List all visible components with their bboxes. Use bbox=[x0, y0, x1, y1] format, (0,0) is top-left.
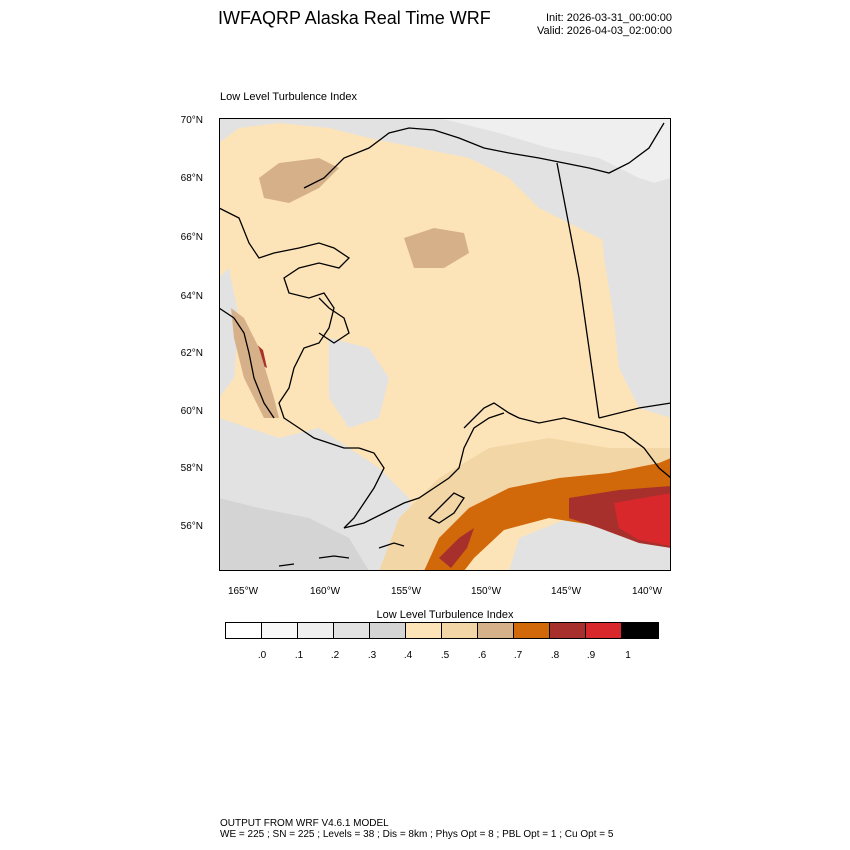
field-red-core bbox=[614, 493, 671, 546]
coastlines bbox=[219, 122, 671, 567]
colorbar-box bbox=[442, 623, 478, 638]
colorbar-box bbox=[370, 623, 406, 638]
footer-line-2: WE = 225 ; SN = 225 ; Levels = 38 ; Dis … bbox=[220, 829, 614, 840]
field-gray-interior bbox=[329, 338, 389, 428]
colorbar-box bbox=[298, 623, 334, 638]
lon-label-150: 150°W bbox=[470, 586, 502, 597]
field-tan-north bbox=[259, 158, 339, 203]
turbulence-map bbox=[219, 118, 671, 571]
coast-gulf bbox=[518, 417, 671, 479]
colorbar-box bbox=[514, 623, 550, 638]
lat-label-68: 68°N bbox=[180, 173, 203, 184]
colorbar-tick-label: .8 bbox=[550, 650, 560, 661]
field-gray-north-light bbox=[439, 118, 671, 188]
lat-label-64: 64°N bbox=[180, 291, 203, 302]
coast-norton bbox=[318, 297, 350, 344]
colorbar-box bbox=[478, 623, 514, 638]
colorbar-title: Low Level Turbulence Index bbox=[376, 609, 514, 621]
map-svg bbox=[219, 118, 671, 571]
lon-label-155: 155°W bbox=[390, 586, 422, 597]
coast-west bbox=[219, 207, 359, 449]
lon-label-160: 160°W bbox=[309, 586, 341, 597]
field-tan-west bbox=[231, 308, 279, 418]
colorbar-box bbox=[262, 623, 298, 638]
run-info: Init: 2026-03-31_00:00:00 Valid: 2026-04… bbox=[480, 12, 672, 38]
colorbar-tick-label: .1 bbox=[294, 650, 304, 661]
lat-label-70: 70°N bbox=[180, 115, 203, 126]
colorbar-tick-label: .6 bbox=[477, 650, 487, 661]
lat-label-58: 58°N bbox=[180, 463, 203, 474]
colorbar-box bbox=[334, 623, 370, 638]
colorbar-tick-label: .4 bbox=[403, 650, 413, 661]
field-gray-west bbox=[219, 268, 239, 398]
map-border bbox=[219, 118, 671, 571]
chart-title: IWFAQRP Alaska Real Time WRF bbox=[218, 8, 491, 28]
lat-label-56: 56°N bbox=[180, 521, 203, 532]
coast-islands bbox=[278, 542, 405, 567]
border-panhandle bbox=[598, 402, 671, 419]
lat-label-62: 62°N bbox=[180, 348, 203, 359]
coast-cook-inlet bbox=[463, 402, 520, 429]
field-gray-north bbox=[219, 118, 671, 288]
coast-arctic bbox=[303, 122, 665, 189]
colorbar-tick-label: .0 bbox=[257, 650, 267, 661]
field-darkred-spot bbox=[439, 528, 474, 568]
footer-line-1: OUTPUT FROM WRF V4.6.1 MODEL bbox=[220, 818, 389, 829]
init-time: Init: 2026-03-31_00:00:00 bbox=[546, 12, 672, 24]
coast-bristol bbox=[343, 447, 385, 529]
colorbar-box bbox=[226, 623, 262, 638]
colorbar-tick-label: .9 bbox=[586, 650, 596, 661]
field-orange-band bbox=[424, 458, 671, 571]
coast-yukon-delta bbox=[219, 307, 275, 419]
valid-time: Valid: 2026-04-03_02:00:00 bbox=[537, 25, 672, 37]
colorbar-box bbox=[550, 623, 586, 638]
colorbar-box bbox=[586, 623, 622, 638]
colorbar-tick-label: .7 bbox=[513, 650, 523, 661]
field-gray-east bbox=[599, 178, 671, 418]
lon-label-140: 140°W bbox=[631, 586, 663, 597]
field-gray-lower-light bbox=[219, 498, 369, 571]
model-footer: OUTPUT FROM WRF V4.6.1 MODEL WE = 225 ; … bbox=[220, 818, 613, 840]
coast-peninsula bbox=[343, 412, 505, 529]
colorbar-tick-label: .3 bbox=[367, 650, 377, 661]
colorbar bbox=[225, 622, 659, 639]
colorbar-tick-label: .5 bbox=[440, 650, 450, 661]
panel-title: Low Level Turbulence Index bbox=[220, 91, 357, 103]
lat-label-66: 66°N bbox=[180, 232, 203, 243]
colorbar-tick-label: .2 bbox=[330, 650, 340, 661]
field-tan-interior bbox=[404, 228, 469, 268]
colorbar-box bbox=[622, 623, 658, 638]
border-canada bbox=[556, 162, 600, 419]
colorbar-box bbox=[406, 623, 442, 638]
lon-label-165: 165°W bbox=[227, 586, 259, 597]
lon-label-145: 145°W bbox=[550, 586, 582, 597]
colorbar-tick-label: 1 bbox=[625, 650, 631, 661]
coast-kodiak bbox=[427, 492, 465, 524]
lat-label-60: 60°N bbox=[180, 406, 203, 417]
